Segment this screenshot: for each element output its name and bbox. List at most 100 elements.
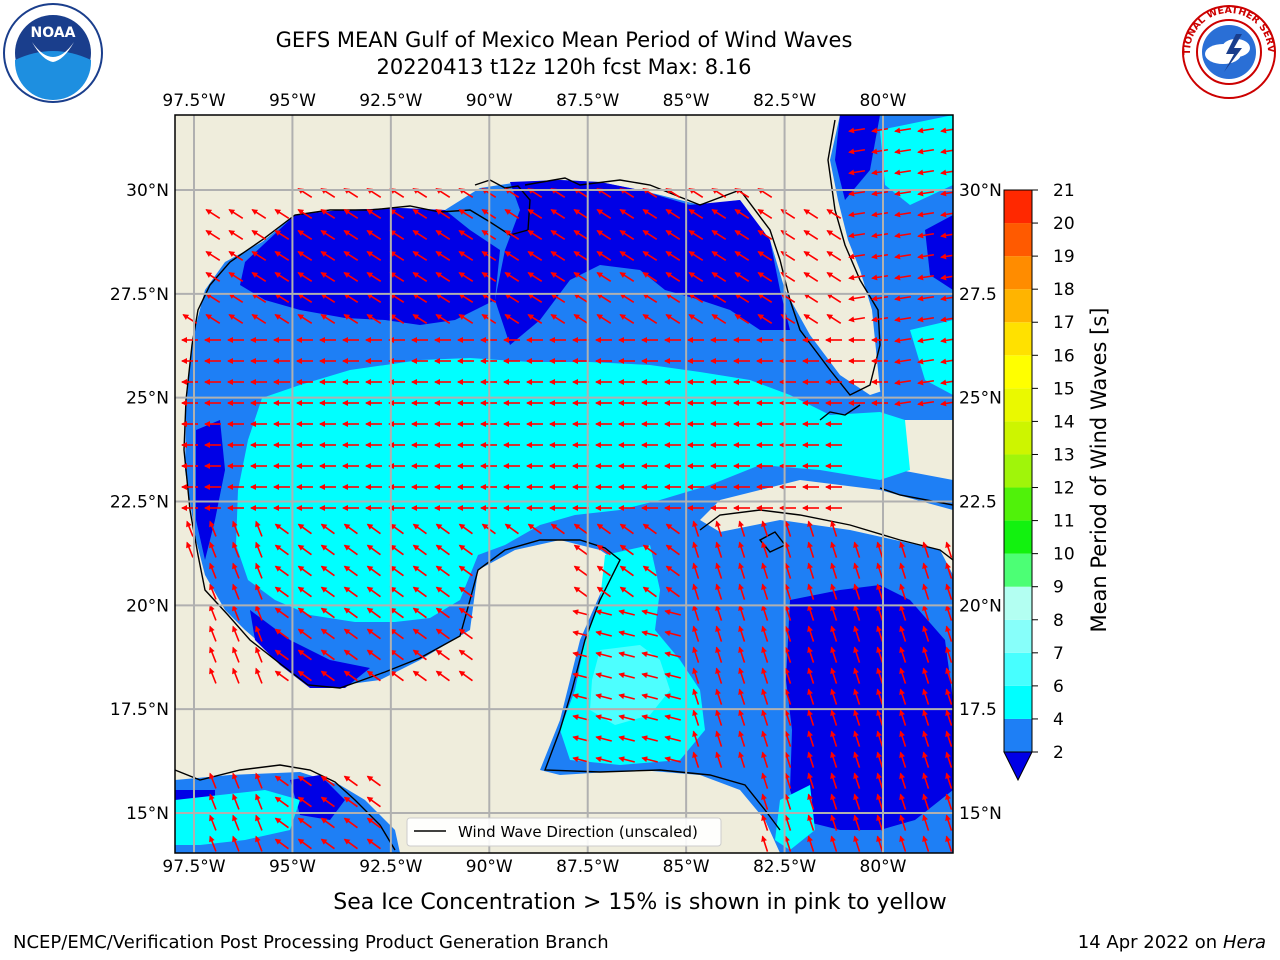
wind-wave-arrow xyxy=(715,520,723,537)
wind-wave-arrow xyxy=(894,358,912,365)
wind-wave-arrow xyxy=(876,646,884,663)
wind-wave-arrow xyxy=(412,230,428,240)
wind-wave-arrow xyxy=(711,209,727,219)
wind-wave-arrow xyxy=(619,230,635,240)
wind-wave-arrow xyxy=(320,209,336,219)
wind-wave-arrow xyxy=(209,541,217,558)
wind-wave-arrow xyxy=(435,649,450,661)
wind-wave-arrow xyxy=(573,293,589,303)
wind-wave-arrow xyxy=(899,772,907,789)
colorbar-segment xyxy=(1004,619,1032,653)
wind-wave-arrow xyxy=(848,274,866,281)
wind-wave-arrow xyxy=(738,541,746,558)
wind-wave-arrow xyxy=(251,230,267,240)
lon-label-bottom: 80°W xyxy=(860,857,907,877)
wind-wave-arrow xyxy=(255,793,263,810)
wind-wave-arrow xyxy=(458,293,474,303)
wind-wave-arrow xyxy=(871,148,889,155)
wind-wave-arrow xyxy=(876,814,884,831)
wind-wave-arrow xyxy=(899,730,907,747)
wind-wave-arrow xyxy=(209,583,217,600)
wind-wave-arrow xyxy=(572,672,589,679)
wind-wave-arrow xyxy=(595,651,612,658)
wind-wave-arrow xyxy=(596,523,611,535)
wind-wave-arrow xyxy=(665,586,680,598)
wind-wave-arrow xyxy=(228,293,244,303)
wind-wave-arrow xyxy=(297,838,312,850)
wind-wave-arrow xyxy=(274,209,290,219)
wind-wave-arrow xyxy=(757,209,773,219)
nws-logo-icon: NATIONAL WEATHER SERVICE xyxy=(1178,2,1276,99)
wind-wave-arrow xyxy=(692,625,700,642)
wind-wave-arrow xyxy=(389,230,405,240)
colorbar-tick-label: 2 xyxy=(1053,743,1064,763)
wind-wave-arrow xyxy=(504,314,520,324)
wind-wave-arrow xyxy=(830,520,838,537)
wind-wave-arrow xyxy=(435,314,451,324)
wind-wave-arrow xyxy=(784,793,792,810)
wind-wave-arrow xyxy=(945,604,953,621)
colorbar-segment xyxy=(1004,190,1032,224)
wind-wave-arrow xyxy=(618,630,635,637)
wind-wave-arrow xyxy=(527,523,542,535)
wind-wave-arrow xyxy=(922,583,930,600)
wind-wave-arrow xyxy=(665,230,681,240)
wave-period-6-7s-yucatan xyxy=(590,645,670,725)
wind-wave-arrow xyxy=(715,604,723,621)
colorbar-tick-label: 6 xyxy=(1053,677,1064,697)
wind-wave-arrow xyxy=(274,272,290,282)
wind-wave-arrow xyxy=(826,314,842,324)
wind-wave-arrow xyxy=(830,814,838,831)
wind-wave-arrow xyxy=(734,209,750,219)
wind-wave-arrow xyxy=(784,709,792,726)
wind-wave-arrow xyxy=(807,793,815,810)
wind-wave-arrow xyxy=(255,562,263,579)
wind-wave-arrow xyxy=(595,693,612,700)
lat-label-left: 25°N xyxy=(126,389,169,409)
wind-wave-arrow xyxy=(458,670,473,682)
wind-wave-arrow xyxy=(274,670,289,682)
wind-wave-arrow xyxy=(504,251,520,261)
wind-wave-arrow xyxy=(715,688,723,705)
wind-wave-arrow xyxy=(784,688,792,705)
footer-machine: Hera xyxy=(1222,932,1266,953)
wind-wave-arrow xyxy=(876,688,884,705)
wind-wave-arrow xyxy=(297,775,312,787)
wind-wave-arrow xyxy=(945,646,953,663)
wind-wave-arrow xyxy=(784,625,792,642)
wind-wave-arrow xyxy=(922,709,930,726)
wind-wave-arrow xyxy=(205,272,221,282)
wind-wave-arrow xyxy=(343,314,359,324)
wind-wave-arrow xyxy=(527,230,543,240)
wind-wave-arrow xyxy=(232,646,240,663)
wind-wave-arrow xyxy=(945,751,953,768)
wind-wave-arrow xyxy=(876,751,884,768)
wind-wave-arrow xyxy=(504,293,520,303)
wind-wave-arrow xyxy=(642,565,657,577)
wind-wave-arrow xyxy=(205,251,221,261)
wind-wave-arrow xyxy=(343,670,358,682)
wind-wave-arrow xyxy=(757,314,773,324)
wind-wave-arrow xyxy=(205,314,221,324)
wind-wave-arrow xyxy=(366,586,381,598)
wind-wave-arrow xyxy=(389,209,405,219)
wind-wave-arrow xyxy=(807,604,815,621)
wind-wave-arrow xyxy=(761,688,769,705)
wind-wave-arrow xyxy=(665,293,681,303)
wind-wave-arrow xyxy=(922,814,930,831)
wind-wave-arrow xyxy=(830,667,838,684)
wind-wave-arrow xyxy=(343,649,358,661)
wind-wave-arrow xyxy=(572,756,589,763)
wind-wave-arrow xyxy=(830,793,838,810)
wind-wave-arrow xyxy=(232,814,240,831)
wind-wave-arrow xyxy=(761,814,769,831)
wind-wave-arrow xyxy=(343,628,358,640)
wind-wave-arrow xyxy=(619,293,635,303)
wind-wave-arrow xyxy=(255,667,263,684)
wind-wave-arrow xyxy=(711,230,727,240)
wind-wave-arrow xyxy=(940,190,953,197)
wind-wave-arrow xyxy=(412,586,427,598)
wind-wave-arrow xyxy=(573,209,589,219)
wind-wave-arrow xyxy=(922,772,930,789)
wind-wave-arrow xyxy=(784,604,792,621)
